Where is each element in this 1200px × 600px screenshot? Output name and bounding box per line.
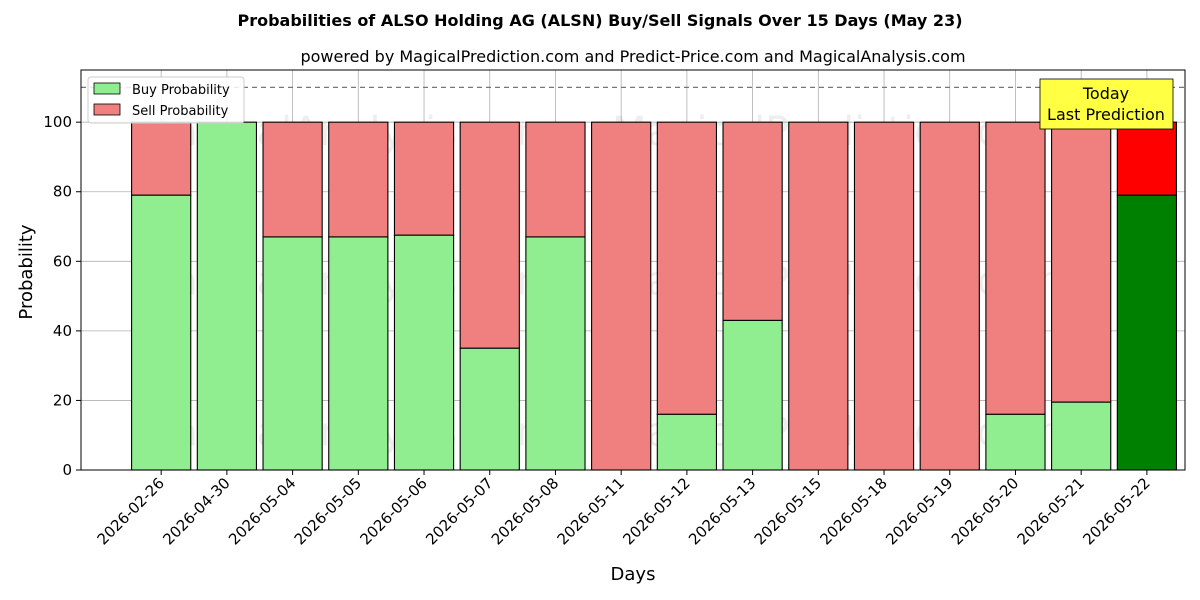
bar-sell-2026-05-05 [328, 121, 389, 238]
legend-label-sell: Sell Probability [132, 104, 229, 119]
bar-sell-2026-05-15 [788, 121, 849, 471]
x-tick-label: 2026-05-13 [685, 474, 759, 548]
legend-swatch-buy [93, 82, 121, 95]
plot-frame [80, 69, 1186, 471]
legend-swatch-sell [93, 103, 121, 116]
today-annotation-line-2: Last Prediction [1047, 105, 1165, 124]
bar-buy-2026-05-05 [328, 236, 389, 471]
bar-buy-2026-05-12 [656, 413, 718, 471]
y-tick-label: 40 [53, 322, 72, 340]
bar-sell-2026-05-07 [459, 121, 520, 349]
bar-sell-2026-05-21 [1051, 121, 1112, 403]
y-tick-label: 20 [53, 391, 72, 409]
today-annotation-box [1039, 78, 1174, 130]
bar-buy-2026-05-07 [459, 347, 520, 471]
bar-sell-2026-05-19 [919, 121, 980, 471]
bar-sell-2026-02-26 [131, 121, 192, 196]
x-tick-label: 2026-05-12 [619, 474, 693, 548]
y-tick-label: 100 [43, 113, 72, 131]
x-tick-label: 2026-05-19 [882, 474, 956, 548]
bar-buy-2026-04-30 [196, 121, 258, 471]
bar-buy-2026-05-21 [1051, 401, 1112, 471]
bars [131, 121, 1178, 471]
y-tick-label: 0 [62, 461, 72, 479]
x-axis-ticks: 2026-02-262026-04-302026-05-042026-05-05… [94, 470, 1154, 548]
x-tick-label: 2026-05-08 [488, 474, 562, 548]
x-tick-label: 2026-05-07 [422, 474, 496, 548]
x-axis-label: Days [611, 564, 656, 585]
x-tick-label: 2026-05-04 [225, 474, 299, 548]
chart-subtitle: powered by MagicalPrediction.com and Pre… [300, 47, 965, 66]
bar-sell-2026-05-08 [525, 121, 586, 238]
today-annotation: Today Last Prediction [1039, 78, 1174, 130]
x-tick-label: 2026-05-06 [356, 474, 430, 548]
bar-sell-2026-05-12 [656, 121, 718, 415]
bar-buy-2026-02-26 [131, 194, 192, 471]
bar-sell-2026-05-04 [262, 121, 323, 238]
x-tick-label: 2026-05-21 [1014, 474, 1088, 548]
x-tick-label: 2026-05-18 [816, 474, 890, 548]
bar-buy-2026-05-06 [393, 234, 455, 471]
bar-sell-2026-05-06 [393, 121, 455, 236]
bar-buy-2026-05-13 [722, 319, 783, 471]
today-annotation-line-1: Today [1082, 84, 1129, 103]
x-tick-label: 2026-05-20 [948, 474, 1022, 548]
bar-sell-2026-05-20 [985, 121, 1046, 415]
bar-buy-2026-05-22 [1116, 194, 1178, 471]
bar-buy-2026-05-08 [525, 236, 586, 471]
legend-frame [87, 76, 245, 124]
bar-sell-2026-05-11 [591, 121, 652, 471]
y-axis-ticks: 0 20 40 60 80 100 [43, 113, 81, 479]
x-tick-label: 2026-05-15 [751, 474, 825, 548]
bar-sell-2026-05-22 [1116, 121, 1178, 196]
bar-sell-2026-05-13 [722, 121, 783, 321]
bar-sell-2026-05-18 [853, 121, 915, 471]
x-tick-label: 2026-05-22 [1079, 474, 1153, 548]
y-tick-label: 60 [53, 252, 72, 270]
x-tick-label: 2026-02-26 [94, 474, 168, 548]
bar-buy-2026-05-20 [985, 413, 1046, 471]
x-tick-label: 2026-05-11 [554, 474, 628, 548]
y-tick-label: 80 [53, 183, 72, 201]
legend-label-buy: Buy Probability [132, 83, 230, 98]
x-tick-label: 2026-04-30 [159, 474, 233, 548]
legend: Buy Probability Sell Probability [87, 76, 245, 124]
bar-buy-2026-05-04 [262, 236, 323, 471]
chart-title: Probabilities of ALSO Holding AG (ALSN) … [237, 11, 962, 30]
y-axis-label: Probability [16, 224, 37, 319]
x-tick-label: 2026-05-05 [291, 474, 365, 548]
